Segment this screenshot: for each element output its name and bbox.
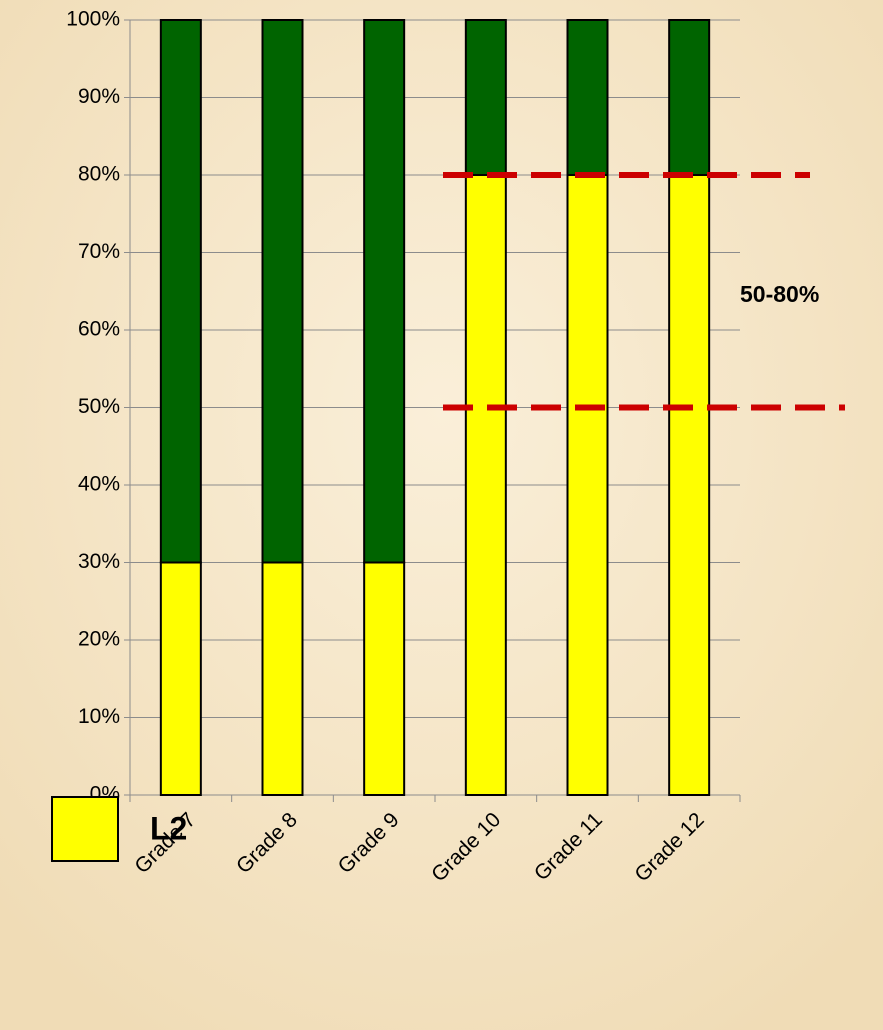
y-tick-label: 80%	[78, 163, 120, 186]
annotation: 50-80%	[740, 281, 819, 307]
bar-segment	[363, 19, 406, 564]
y-tick-label: 10%	[78, 705, 120, 728]
bar-segment	[363, 561, 406, 796]
y-tick-label: 60%	[78, 318, 120, 341]
y-tick-label: 50%	[78, 395, 120, 418]
y-tick-label: 30%	[78, 550, 120, 573]
bar-segment	[566, 19, 609, 176]
bar-segment	[566, 174, 609, 796]
y-tick-label: 20%	[78, 628, 120, 651]
bar-segment	[464, 19, 507, 176]
bar-segment	[159, 561, 202, 796]
bar-segment	[261, 19, 304, 564]
bar-segment	[668, 174, 711, 796]
legend-label: L2	[150, 810, 187, 846]
y-tick-label: 70%	[78, 240, 120, 263]
bar-segment	[668, 19, 711, 176]
y-tick-label: 90%	[78, 85, 120, 108]
y-tick-label: 40%	[78, 473, 120, 496]
legend-swatch	[51, 796, 119, 862]
y-tick-label: 100%	[66, 8, 120, 31]
bar-segment	[261, 561, 304, 796]
bar-segment	[159, 19, 202, 564]
bar-segment	[464, 174, 507, 796]
